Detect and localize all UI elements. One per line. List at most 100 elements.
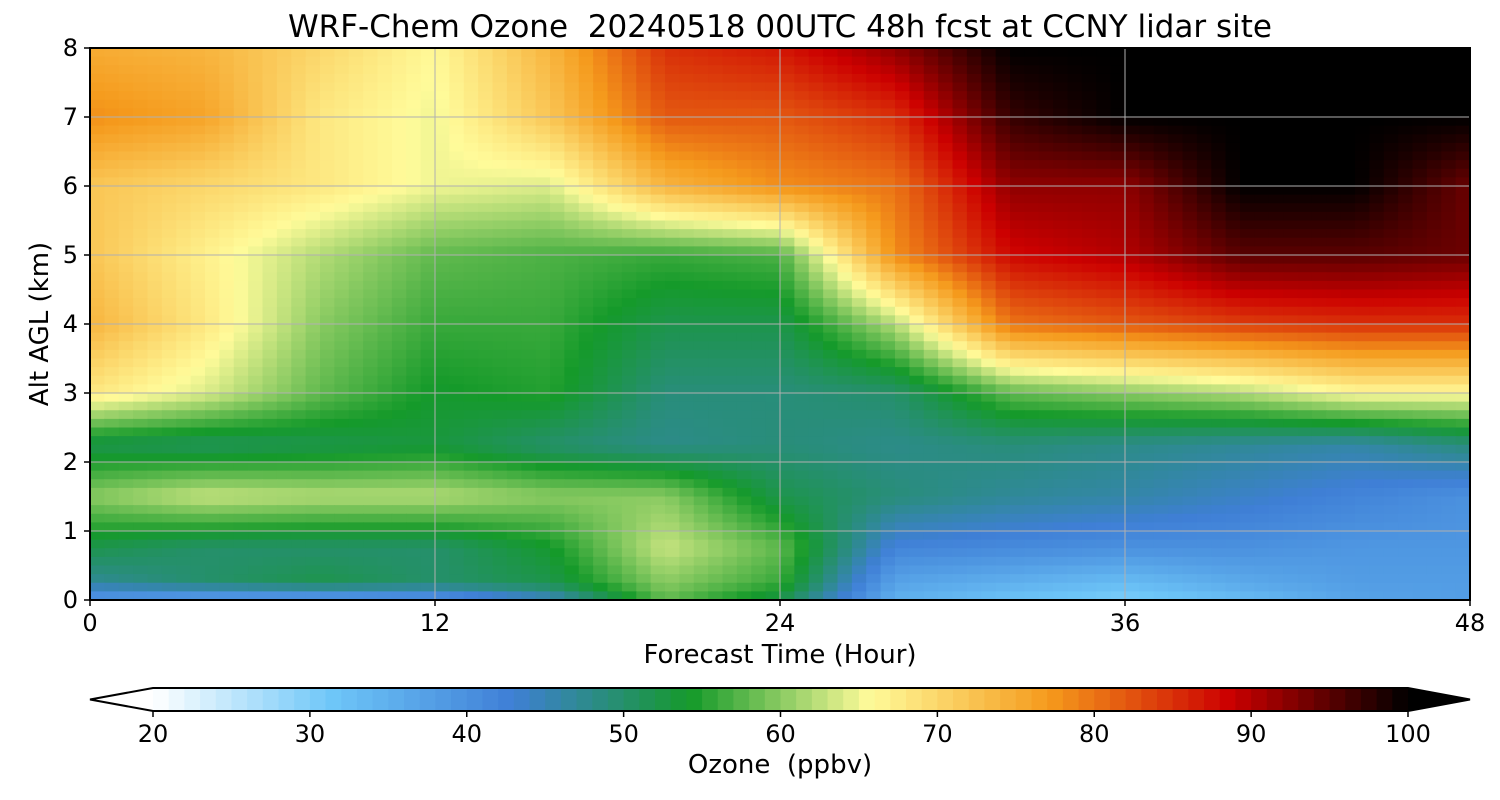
heatmap-cell	[1125, 220, 1140, 230]
heatmap-cell	[550, 444, 565, 454]
heatmap-cell	[1355, 255, 1370, 265]
heatmap-cell	[1254, 332, 1270, 342]
heatmap-cell	[952, 479, 968, 489]
heatmap-cell	[679, 462, 695, 472]
heatmap-cell	[1196, 73, 1212, 84]
heatmap-cell	[909, 246, 925, 256]
heatmap-cell	[492, 401, 508, 411]
heatmap-cell	[219, 436, 235, 446]
heatmap-cell	[1326, 186, 1342, 196]
heatmap-cell	[133, 306, 149, 316]
heatmap-cell	[636, 289, 652, 299]
heatmap-cell	[377, 367, 393, 377]
heatmap-cell	[851, 487, 867, 498]
heatmap-cell	[665, 48, 680, 58]
heatmap-cell	[1096, 410, 1112, 420]
heatmap-cell	[1311, 444, 1327, 454]
heatmap-cell	[334, 91, 350, 101]
heatmap-cell	[1455, 255, 1471, 265]
heatmap-cell	[1096, 220, 1112, 230]
heatmap-cell	[794, 168, 810, 178]
heatmap-cell	[1225, 280, 1241, 291]
heatmap-cell	[190, 134, 206, 144]
heatmap-cell	[262, 177, 278, 187]
heatmap-cell	[1398, 487, 1414, 498]
heatmap-cell	[1211, 203, 1227, 213]
heatmap-cell	[1196, 306, 1212, 316]
heatmap-cell	[1225, 298, 1241, 308]
heatmap-cell	[1053, 272, 1069, 282]
heatmap-cell	[1297, 220, 1313, 230]
heatmap-cell	[1254, 237, 1270, 247]
heatmap-cell	[1426, 358, 1442, 368]
heatmap-cell	[1081, 479, 1097, 489]
heatmap-cell	[1225, 462, 1241, 472]
heatmap-cell	[449, 384, 465, 394]
heatmap-cell	[190, 65, 206, 75]
heatmap-cell	[262, 306, 278, 316]
heatmap-cell	[952, 237, 968, 247]
heatmap-cell	[1081, 117, 1097, 127]
heatmap-cell	[1254, 384, 1270, 394]
heatmap-cell	[219, 117, 235, 127]
heatmap-cell	[851, 48, 867, 58]
heatmap-cell	[1398, 151, 1414, 161]
heatmap-cell	[161, 306, 177, 316]
heatmap-cell	[118, 91, 134, 101]
heatmap-cell	[248, 168, 264, 178]
heatmap-cell	[1311, 349, 1327, 360]
heatmap-cell	[391, 341, 407, 351]
heatmap-cell	[1441, 194, 1457, 204]
heatmap-cell	[463, 160, 479, 170]
heatmap-cell	[1398, 418, 1414, 429]
heatmap-cell	[851, 306, 867, 316]
heatmap-cell	[895, 194, 910, 204]
heatmap-cell	[1441, 418, 1457, 429]
heatmap-cell	[147, 142, 163, 153]
heatmap-cell	[621, 246, 637, 256]
heatmap-cell	[938, 220, 954, 230]
heatmap-cell	[736, 203, 752, 213]
heatmap-cell	[133, 177, 149, 187]
heatmap-cell	[176, 289, 192, 299]
heatmap-cell	[1283, 462, 1299, 472]
heatmap-cell	[233, 91, 249, 101]
heatmap-cell	[133, 48, 149, 58]
heatmap-cell	[708, 315, 724, 325]
heatmap-cell	[607, 186, 623, 196]
heatmap-cell	[593, 117, 609, 127]
heatmap-cell	[1297, 237, 1313, 247]
heatmap-cell	[751, 393, 767, 403]
heatmap-cell	[348, 393, 364, 403]
heatmap-cell	[895, 280, 910, 291]
heatmap-cell	[765, 117, 781, 127]
heatmap-cell	[966, 263, 982, 273]
heatmap-cell	[1038, 272, 1054, 282]
heatmap-cell	[1455, 168, 1471, 178]
heatmap-cell	[1024, 479, 1040, 489]
heatmap-cell	[851, 341, 867, 351]
heatmap-cell	[535, 56, 551, 66]
heatmap-cell	[506, 177, 522, 187]
heatmap-cell	[550, 142, 565, 153]
heatmap-cell	[665, 315, 680, 325]
heatmap-cell	[808, 410, 824, 420]
heatmap-cell	[923, 341, 939, 351]
heatmap-cell	[1211, 211, 1227, 222]
heatmap-cell	[1355, 444, 1370, 454]
heatmap-cell	[248, 237, 264, 247]
heatmap-cell	[1426, 410, 1442, 420]
heatmap-cell	[794, 444, 810, 454]
heatmap-cell	[765, 220, 781, 230]
heatmap-cell	[1053, 177, 1069, 187]
heatmap-cell	[161, 134, 177, 144]
heatmap-cell	[420, 186, 436, 196]
heatmap-cell	[1038, 349, 1054, 360]
heatmap-cell	[693, 289, 709, 299]
heatmap-cell	[161, 462, 177, 472]
heatmap-cell	[1125, 418, 1140, 429]
heatmap-cell	[147, 255, 163, 265]
heatmap-cell	[449, 393, 465, 403]
heatmap-cell	[1240, 315, 1255, 325]
heatmap-cell	[593, 341, 609, 351]
